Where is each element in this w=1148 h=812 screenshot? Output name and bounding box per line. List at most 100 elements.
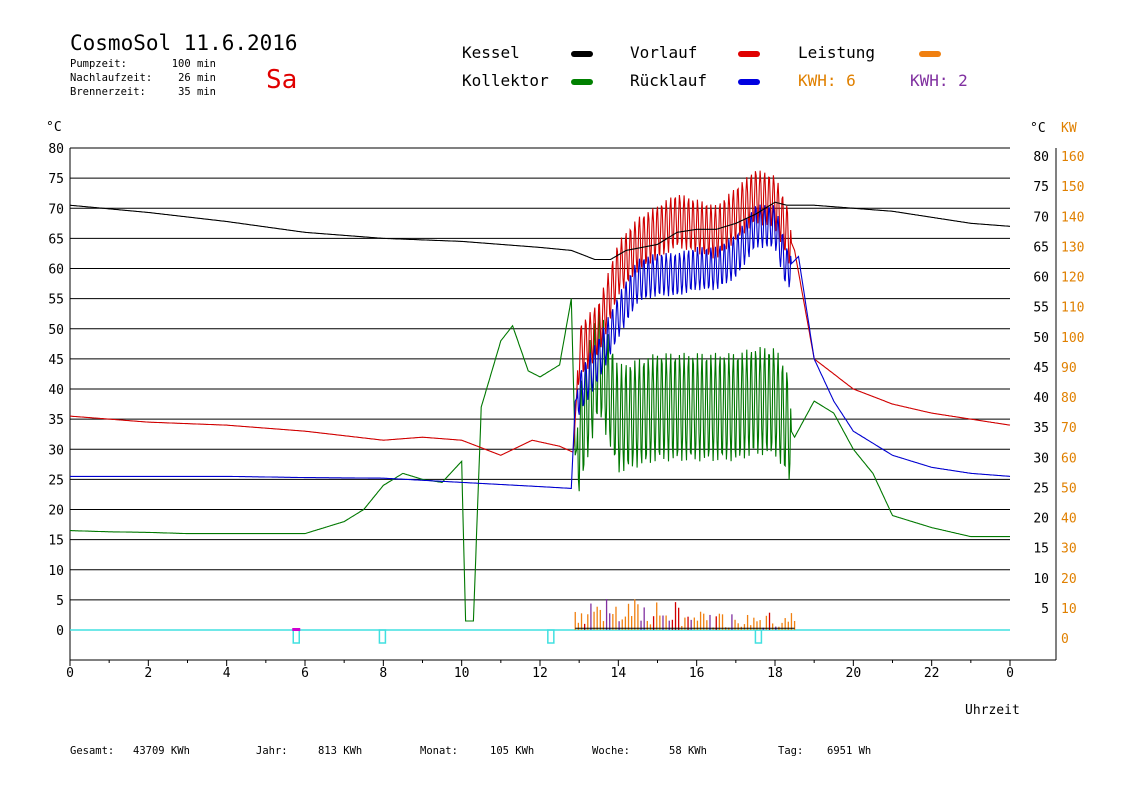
kw-tick-label: 10: [1061, 602, 1077, 617]
page-title: CosmoSol 11.6.2016: [70, 31, 298, 55]
pump-pulse: [547, 629, 555, 644]
y-tick-label: 30: [48, 443, 64, 458]
info-value: 100 min: [172, 58, 216, 70]
series-lines: [69, 170, 1011, 622]
y-right-tick-label: 70: [1033, 210, 1049, 225]
x-tick-label: 10: [454, 666, 470, 681]
y-tick-label: 10: [48, 564, 64, 579]
y-right-tick-label: 5: [1041, 602, 1049, 617]
x-tick-label: 4: [223, 666, 231, 681]
legend-swatch-leistung: [919, 51, 941, 57]
series-line-kollektor: [70, 298, 1010, 622]
x-tick-label: 0: [66, 666, 74, 681]
kw-tick-label: 40: [1061, 512, 1077, 527]
y-tick-label: 15: [48, 534, 64, 549]
footer-label: Jahr:: [256, 745, 288, 757]
kw-tick-label: 120: [1061, 271, 1084, 286]
footer-value: 813 KWh: [318, 745, 362, 757]
x-tick-label: 0: [1006, 666, 1014, 681]
kw-tick-label: 80: [1061, 391, 1077, 406]
legend-kollektor: Kollektor: [462, 71, 549, 90]
x-axis-label: Uhrzeit: [965, 703, 1020, 718]
footer-value: 43709 KWh: [133, 745, 190, 757]
info-label: Pumpzeit:: [70, 58, 127, 70]
y-right-tick-label: 35: [1033, 421, 1049, 436]
y-tick-label: 50: [48, 323, 64, 338]
power-bars: [574, 598, 796, 630]
axes: [69, 148, 1057, 666]
footer-value: 58 KWh: [669, 745, 707, 757]
right-axis-unit: °C: [1030, 121, 1046, 136]
y-tick-label: 75: [48, 172, 64, 187]
kw-tick-label: 50: [1061, 481, 1077, 496]
y-right-tick-label: 25: [1033, 481, 1049, 496]
tick-labels: 0510152025303540455055606570758051015202…: [48, 142, 1084, 681]
footer-value: 6951 Wh: [827, 745, 871, 757]
legend-swatch-kessel: [571, 51, 593, 57]
y-tick-label: 80: [48, 142, 64, 157]
y-tick-label: 55: [48, 293, 64, 308]
info-label: Brennerzeit:: [70, 86, 146, 98]
legend-leistung: Leistung: [798, 43, 875, 62]
y-tick-label: 70: [48, 202, 64, 217]
y-right-tick-label: 80: [1033, 150, 1049, 165]
x-tick-label: 8: [379, 666, 387, 681]
info-value: 26 min: [178, 72, 216, 84]
y-right-tick-label: 40: [1033, 391, 1049, 406]
legend-swatch-vorlauf: [738, 51, 760, 57]
footer-label: Monat:: [420, 745, 458, 757]
kw-tick-label: 100: [1061, 331, 1084, 346]
kw-axis-unit: KW: [1061, 121, 1077, 136]
y-right-tick-label: 15: [1033, 542, 1049, 557]
y-tick-label: 45: [48, 353, 64, 368]
legend-swatch-kollektor: [571, 79, 593, 85]
legend-ruecklauf: Rücklauf: [630, 71, 707, 90]
x-tick-label: 20: [846, 666, 862, 681]
footer-label: Tag:: [778, 745, 803, 757]
x-tick-label: 22: [924, 666, 940, 681]
y-right-tick-label: 10: [1033, 572, 1049, 587]
footer-value: 105 KWh: [490, 745, 534, 757]
footer-label: Gesamt:: [70, 745, 114, 757]
y-tick-label: 25: [48, 473, 64, 488]
legend-kessel: Kessel: [462, 43, 520, 62]
grid: [70, 147, 1010, 601]
kw-tick-label: 130: [1061, 240, 1084, 255]
kw-tick-label: 20: [1061, 572, 1077, 587]
x-tick-label: 12: [532, 666, 548, 681]
y-tick-label: 65: [48, 232, 64, 247]
kw-tick-label: 160: [1061, 150, 1084, 165]
pump-marker: [292, 628, 301, 631]
y-right-tick-label: 65: [1033, 240, 1049, 255]
pump-pulse: [292, 629, 300, 644]
kw-tick-label: 150: [1061, 180, 1084, 195]
kw-tick-label: 30: [1061, 542, 1077, 557]
pump-pulse: [378, 629, 387, 644]
y-right-tick-label: 75: [1033, 180, 1049, 195]
y-right-tick-label: 50: [1033, 331, 1049, 346]
kw-tick-label: 110: [1061, 301, 1084, 316]
series-line-vorlauf: [69, 170, 1011, 456]
y-tick-label: 20: [48, 504, 64, 519]
x-tick-label: 16: [689, 666, 705, 681]
left-axis-unit: °C: [46, 120, 62, 135]
legend-kwh-2: KWH: 2: [910, 71, 968, 90]
pump-signal: [70, 628, 1010, 644]
footer-label: Woche:: [592, 745, 630, 757]
y-right-tick-label: 30: [1033, 451, 1049, 466]
kw-tick-label: 70: [1061, 421, 1077, 436]
y-tick-label: 40: [48, 383, 64, 398]
series-line-kessel: [69, 201, 1010, 261]
kw-tick-label: 90: [1061, 361, 1077, 376]
series-line-ruecklauf: [70, 204, 1011, 489]
y-tick-label: 5: [56, 594, 64, 609]
legend-vorlauf: Vorlauf: [630, 43, 697, 62]
kw-tick-label: 0: [1061, 632, 1069, 647]
y-right-tick-label: 60: [1033, 271, 1049, 286]
kw-tick-label: 140: [1061, 210, 1084, 225]
kw-tick-label: 60: [1061, 451, 1077, 466]
legend-kwh-1: KWH: 6: [798, 71, 856, 90]
y-right-tick-label: 55: [1033, 301, 1049, 316]
x-tick-label: 6: [301, 666, 309, 681]
